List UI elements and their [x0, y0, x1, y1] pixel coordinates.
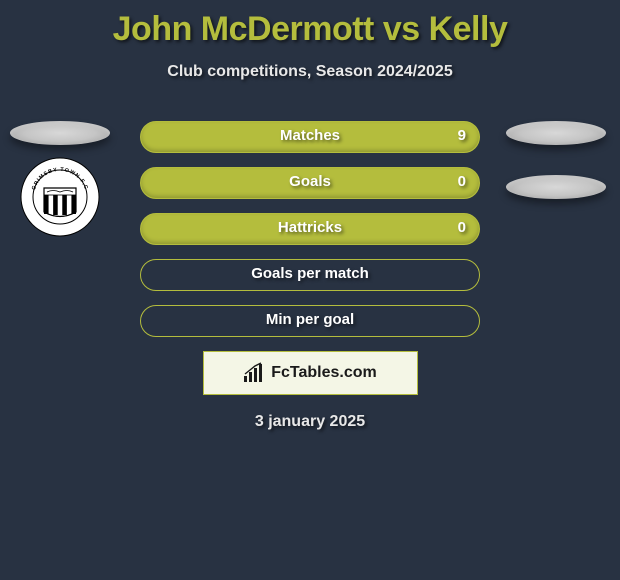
club-badge-left: GRIMSBY TOWN F.C — [20, 157, 100, 237]
stat-label: Matches — [140, 127, 480, 144]
page-title: John McDermott vs Kelly — [0, 0, 620, 49]
source-text: FcTables.com — [271, 364, 377, 382]
stat-row-goals: Goals 0 — [140, 167, 480, 199]
player-photo-placeholder-right-2 — [506, 175, 606, 199]
stat-row-hattricks: Hattricks 0 — [140, 213, 480, 245]
left-player-column: GRIMSBY TOWN F.C — [10, 121, 110, 237]
stat-value-right: 0 — [458, 219, 466, 236]
comparison-panel: GRIMSBY TOWN F.C Matches 9 — [0, 121, 620, 431]
subtitle: Club competitions, Season 2024/2025 — [0, 63, 620, 81]
bars-icon — [243, 362, 265, 384]
stat-label: Goals per match — [140, 265, 480, 282]
right-player-column — [506, 121, 606, 199]
stat-value-right: 0 — [458, 173, 466, 190]
stat-row-min-per-goal: Min per goal — [140, 305, 480, 337]
player-photo-placeholder-right-1 — [506, 121, 606, 145]
stat-label: Goals — [140, 173, 480, 190]
stat-bars: Matches 9 Goals 0 Hattricks 0 Goals per … — [140, 121, 480, 337]
stat-row-goals-per-match: Goals per match — [140, 259, 480, 291]
stat-value-right: 9 — [458, 127, 466, 144]
stat-row-matches: Matches 9 — [140, 121, 480, 153]
stat-label: Hattricks — [140, 219, 480, 236]
player-photo-placeholder-left — [10, 121, 110, 145]
source-attribution: FcTables.com — [203, 351, 418, 395]
snapshot-date: 3 january 2025 — [0, 413, 620, 431]
stat-label: Min per goal — [140, 311, 480, 328]
